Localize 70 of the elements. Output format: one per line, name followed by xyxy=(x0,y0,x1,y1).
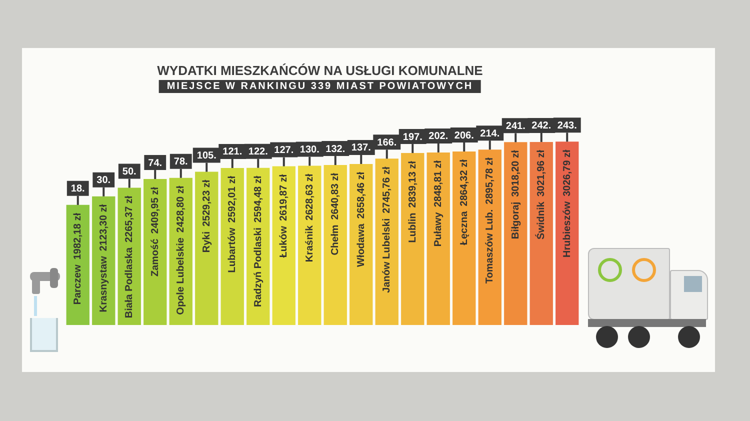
x-tick-label: Włodawa xyxy=(356,223,367,268)
annotation: 241. xyxy=(506,120,526,132)
x-tick-label: Puławy xyxy=(433,212,444,247)
annotation: 122. xyxy=(248,146,268,158)
x-tick-label: Zamość xyxy=(150,238,161,277)
data-label: 2658,46 zł xyxy=(356,172,367,219)
bar xyxy=(272,166,296,325)
x-tick-label: Ryki xyxy=(201,231,212,253)
x-tick-label: Łuków xyxy=(278,226,290,258)
x-tick-label: Biała Podlaska xyxy=(124,247,136,318)
annotation: 127. xyxy=(274,145,294,156)
x-tick-label: Janów Lubelski xyxy=(382,218,393,293)
bar xyxy=(504,142,528,325)
x-tick-label: Kraśnik xyxy=(304,225,316,262)
x-tick-label: Łęczna xyxy=(458,210,470,246)
x-tick-label: Opole Lubelskie xyxy=(176,237,187,315)
annotation: 243. xyxy=(557,120,578,132)
annotation: 121. xyxy=(222,146,242,158)
annotation: 50. xyxy=(122,166,137,178)
x-tick-label: Biłgoraj xyxy=(510,202,522,240)
annotation: 130. xyxy=(300,144,320,156)
data-label: 2594,48 zł xyxy=(252,176,264,223)
annotation: 214. xyxy=(480,128,500,140)
bar xyxy=(401,153,424,325)
chart-subtitle: MIEJSCE W RANKINGU 339 MIAST POWIATOWYCH xyxy=(158,80,482,93)
x-tick-label: Chełm xyxy=(330,224,342,256)
x-tick-label: Świdnik xyxy=(535,201,548,240)
annotation: 202. xyxy=(428,131,448,142)
x-tick-label: Lubartów xyxy=(227,227,238,273)
x-tick-label: Krasnystaw xyxy=(98,256,110,312)
data-label: 2529,23 zł xyxy=(201,180,212,227)
data-label: 2592,01 zł xyxy=(227,176,238,223)
bar xyxy=(195,172,218,325)
data-label: 2895,78 zł xyxy=(484,157,496,204)
chart-title: WYDATKI MIESZKAŃCÓW NA USŁUGI KOMUNALNE xyxy=(156,63,484,78)
bar xyxy=(324,165,347,325)
x-tick-label: Radzyń Podlaski xyxy=(252,227,264,308)
data-label: 2123,30 zł xyxy=(98,204,110,252)
annotation: 197. xyxy=(402,132,423,143)
annotation: 166. xyxy=(377,137,397,148)
x-tick-label: Tomaszów Lub. xyxy=(484,209,496,284)
data-label: 2628,63 zł xyxy=(304,174,316,220)
data-label: 2640,83 zł xyxy=(330,172,342,220)
bar xyxy=(452,152,476,325)
data-label: 2428,80 zł xyxy=(176,186,187,233)
data-label: 3018,20 zł xyxy=(510,150,522,197)
bar xyxy=(530,142,553,325)
annotation: 30. xyxy=(96,175,111,186)
data-label: 2265,37 zł xyxy=(124,196,136,242)
annotation: 137. xyxy=(351,142,372,154)
annotation: 206. xyxy=(454,130,474,142)
annotation: 74. xyxy=(148,158,162,169)
annotation: 18. xyxy=(70,184,86,195)
data-label: 3026,79 zł xyxy=(562,149,573,196)
data-label: 2864,32 zł xyxy=(458,159,470,206)
data-label: 1982,18 zł xyxy=(72,212,84,260)
x-tick-label: Parczew xyxy=(72,264,84,305)
bar xyxy=(426,152,450,325)
data-label: 3021,96 zł xyxy=(536,150,548,197)
annotation: 105. xyxy=(196,150,217,162)
data-label: 2619,87 zł xyxy=(278,174,290,222)
annotation: 78. xyxy=(174,156,188,168)
annotation: 132. xyxy=(326,144,346,155)
data-label: 2745,76 zł xyxy=(382,166,393,214)
annotation: 242. xyxy=(532,120,552,132)
x-tick-label: Lublin xyxy=(407,212,418,243)
data-label: 2848,81 zł xyxy=(433,160,444,208)
data-label: 2839,13 zł xyxy=(407,160,418,208)
data-label: 2409,95 zł xyxy=(150,186,161,234)
x-tick-label: Hrubieszów xyxy=(562,201,573,258)
